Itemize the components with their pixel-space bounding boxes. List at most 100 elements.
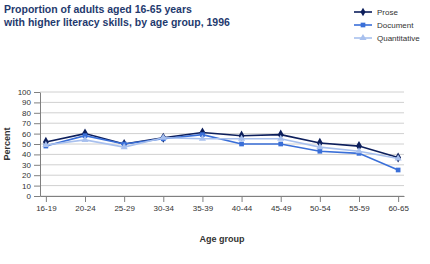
y-tick-label: 10 bbox=[22, 182, 31, 191]
y-tick: 100 bbox=[18, 88, 40, 97]
y-tick-mark bbox=[34, 113, 40, 114]
x-tick-label: 45-49 bbox=[271, 204, 292, 213]
chart-container: Proportion of adults aged 16-65 yearswit… bbox=[0, 0, 430, 264]
series-group bbox=[42, 127, 401, 172]
grid bbox=[40, 92, 404, 196]
y-tick-label: 50 bbox=[22, 140, 31, 149]
series-marker bbox=[43, 137, 49, 147]
x-tick: 35-39 bbox=[193, 196, 214, 213]
y-tick-label: 80 bbox=[22, 109, 31, 118]
series-marker bbox=[81, 136, 88, 142]
series-marker bbox=[318, 149, 323, 154]
series-line bbox=[46, 133, 398, 158]
y-tick-label: 40 bbox=[22, 150, 31, 159]
grid-line bbox=[40, 185, 404, 186]
x-tick-label: 35-39 bbox=[193, 204, 214, 213]
grid-line bbox=[40, 154, 404, 155]
x-tick: 45-49 bbox=[271, 196, 292, 213]
x-tick-mark bbox=[85, 196, 86, 202]
x-tick-label: 50-54 bbox=[310, 204, 331, 213]
y-tick: 30 bbox=[22, 161, 40, 170]
y-tick-label: 70 bbox=[22, 119, 31, 128]
x-tick: 40-44 bbox=[232, 196, 253, 213]
series-marker bbox=[277, 135, 284, 141]
x-axis-line bbox=[41, 196, 405, 197]
legend-item: Quantitative bbox=[354, 34, 420, 43]
y-tick-mark bbox=[34, 123, 40, 124]
y-tick-mark bbox=[34, 134, 40, 135]
legend-marker bbox=[361, 23, 366, 28]
x-tick: 20-24 bbox=[75, 196, 96, 213]
x-tick: 55-59 bbox=[349, 196, 370, 213]
y-tick: 70 bbox=[22, 119, 40, 128]
y-tick-label: 60 bbox=[22, 130, 31, 139]
legend: Prose Document Quantitative bbox=[354, 8, 420, 43]
x-tick: 50-54 bbox=[310, 196, 331, 213]
legend-marker bbox=[360, 8, 365, 17]
y-tick: 90 bbox=[22, 98, 40, 107]
x-tick-label: 40-44 bbox=[232, 204, 253, 213]
y-tick-label: 30 bbox=[22, 161, 31, 170]
y-tick: 10 bbox=[22, 182, 40, 191]
x-tick: 25-29 bbox=[114, 196, 135, 213]
title: with higher literacy skills, by age grou… bbox=[3, 16, 230, 28]
x-tick: 30-34 bbox=[154, 196, 175, 213]
x-tick-mark bbox=[202, 196, 203, 202]
legend-label: Quantitative bbox=[377, 34, 420, 43]
y-tick-label: 0 bbox=[27, 192, 32, 201]
x-tick-mark bbox=[281, 196, 282, 202]
grid-line bbox=[40, 144, 404, 145]
series-marker bbox=[239, 131, 245, 141]
series-marker bbox=[160, 134, 167, 140]
y-tick: 60 bbox=[22, 130, 40, 139]
y-tick: 0 bbox=[27, 192, 40, 201]
x-tick-mark bbox=[163, 196, 164, 202]
x-tick-label: 25-29 bbox=[114, 204, 135, 213]
y-axis-line bbox=[40, 93, 41, 197]
y-tick-mark bbox=[34, 154, 40, 155]
grid-line bbox=[40, 92, 404, 93]
y-tick-label: 20 bbox=[22, 171, 31, 180]
y-tick-mark bbox=[34, 144, 40, 145]
legend-item: Document bbox=[354, 21, 414, 30]
y-tick-label: 100 bbox=[18, 88, 32, 97]
y-tick-label: 90 bbox=[22, 98, 31, 107]
y-tick-mark bbox=[34, 102, 40, 103]
series-marker bbox=[160, 133, 166, 143]
x-tick-mark bbox=[320, 196, 321, 202]
y-tick-mark bbox=[34, 186, 40, 187]
y-tick: 40 bbox=[22, 150, 40, 159]
grid-line bbox=[40, 112, 404, 113]
grid-line bbox=[40, 175, 404, 176]
series-line bbox=[46, 135, 398, 170]
y-tick: 50 bbox=[22, 140, 40, 149]
x-tick-mark bbox=[359, 196, 360, 202]
series-marker bbox=[316, 143, 323, 149]
y-tick-mark bbox=[34, 175, 40, 176]
series-line bbox=[46, 138, 398, 159]
x-tick-label: 30-34 bbox=[154, 204, 175, 213]
y-tick: 20 bbox=[22, 171, 40, 180]
series-marker bbox=[395, 154, 402, 160]
legend-label: Prose bbox=[377, 8, 398, 17]
x-tick-mark bbox=[124, 196, 125, 202]
y-axis-title: Percent bbox=[2, 127, 12, 160]
series-marker bbox=[278, 142, 283, 147]
series-marker bbox=[42, 141, 49, 147]
x-tick: 60-65 bbox=[388, 196, 409, 213]
y-axis: 010 2030 405060 7080 90100 bbox=[18, 88, 41, 201]
series-marker bbox=[238, 135, 245, 141]
x-tick-label: 55-59 bbox=[349, 204, 370, 213]
legend-label: Document bbox=[377, 21, 414, 30]
legend-item: Prose bbox=[354, 8, 398, 17]
x-tick-mark bbox=[46, 196, 47, 202]
series-marker bbox=[121, 139, 127, 149]
y-tick-mark bbox=[34, 92, 40, 93]
series-marker bbox=[355, 147, 362, 153]
title: Proportion of adults aged 16-65 years bbox=[4, 3, 192, 15]
y-tick: 80 bbox=[22, 109, 40, 118]
series-marker bbox=[199, 135, 206, 141]
y-tick-mark bbox=[34, 165, 40, 166]
y-tick-mark bbox=[34, 196, 40, 197]
x-axis-title: Age group bbox=[200, 234, 245, 244]
